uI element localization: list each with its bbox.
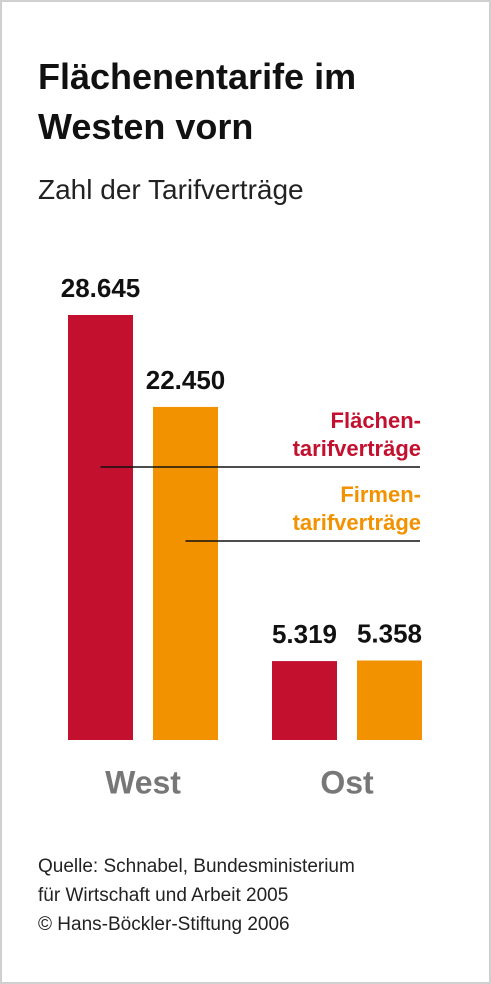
value-label: 5.319 xyxy=(272,619,337,649)
legend-entry: Flächen- tarifverträge xyxy=(292,408,421,461)
value-label: 22.450 xyxy=(146,365,226,395)
legend-entry: Firmen- tarifverträge xyxy=(292,482,421,535)
bar xyxy=(357,660,422,740)
bar xyxy=(68,315,133,740)
bar xyxy=(272,661,337,740)
bar xyxy=(153,406,218,740)
value-label: 28.645 xyxy=(61,273,141,303)
x-tick-label: West xyxy=(105,764,181,800)
source-note: Quelle: Schnabel, Bundesministerium für … xyxy=(38,856,355,935)
value-label: 5.358 xyxy=(357,618,422,648)
x-tick-label: Ost xyxy=(320,764,374,800)
chart-title: Flächenentarife im Westen vorn xyxy=(38,56,357,147)
chart-subtitle: Zahl der Tarifverträge xyxy=(38,174,304,205)
